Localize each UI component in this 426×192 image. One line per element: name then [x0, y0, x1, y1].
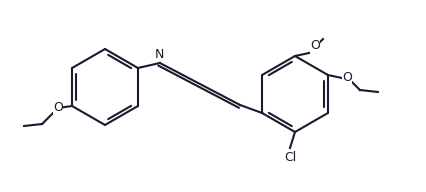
Text: Cl: Cl — [283, 151, 296, 164]
Text: O: O — [309, 39, 319, 52]
Text: O: O — [53, 102, 63, 114]
Text: N: N — [155, 48, 164, 61]
Text: O: O — [341, 71, 351, 84]
